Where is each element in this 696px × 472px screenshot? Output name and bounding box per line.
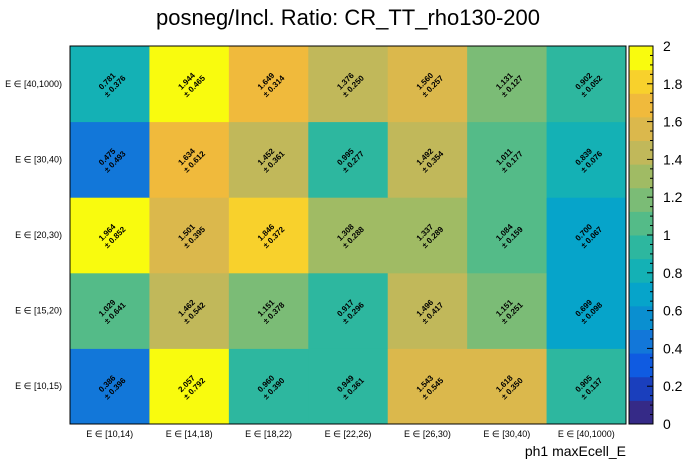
colorbar-tick-label: 0.4 (663, 340, 683, 356)
colorbar-tick-label: 1 (663, 227, 671, 243)
y-tick-label: E ∈ [20,30) (15, 230, 62, 240)
colorbar-segment (629, 235, 653, 260)
colorbar-segment (629, 353, 653, 378)
x-tick-label: E ∈ [26,30) (404, 429, 451, 439)
colorbar-segment (629, 329, 653, 354)
heatmap-cell (387, 348, 468, 425)
x-axis-title: ph1 maxEcell_E (525, 443, 626, 459)
heatmap-cell (467, 272, 548, 349)
heatmap-cell (70, 348, 150, 425)
colorbar-segment (629, 46, 653, 71)
heatmap-cell (70, 121, 150, 198)
heatmap-cell (228, 46, 309, 123)
heatmap-cell (308, 121, 389, 198)
colorbar-segment (629, 258, 653, 283)
colorbar-segment (629, 211, 653, 236)
heatmap-cell (70, 46, 150, 123)
heatmap-cell (228, 197, 309, 274)
colorbar-segment (629, 164, 653, 189)
heatmap-cell (467, 121, 548, 198)
colorbar-tick-label: 1.4 (663, 151, 683, 167)
x-tick-label: E ∈ [10,14) (86, 429, 133, 439)
colorbar-segment (629, 140, 653, 165)
x-tick-label: E ∈ [40,1000) (558, 429, 615, 439)
heatmap-cell (546, 272, 627, 349)
colorbar-tick-label: 1.6 (663, 114, 683, 130)
y-tick-label: E ∈ [40,1000) (5, 79, 62, 89)
heatmap-cell (546, 348, 627, 425)
colorbar-segment (629, 400, 653, 425)
colorbar-segment (629, 187, 653, 212)
heatmap-cell (149, 121, 230, 198)
colorbar-segment (629, 116, 653, 141)
heatmap-cell (467, 46, 548, 123)
colorbar-tick-label: 2 (663, 38, 671, 54)
color-scale: 0 0.2 0.4 0.6 0.8 1 1.2 1.4 1.6 1.8 2 (628, 38, 683, 432)
y-tick-label: E ∈ [10,15) (15, 381, 62, 391)
y-tick-label: E ∈ [30,40) (15, 154, 62, 164)
heatmap-cell (467, 197, 548, 274)
heatmap-cell (308, 348, 389, 425)
heatmap-cell (308, 46, 389, 123)
colorbar-segment (629, 93, 653, 118)
heatmap-cell (228, 272, 309, 349)
colorbar-segment (629, 69, 653, 94)
heatmap-cell (546, 197, 627, 274)
colorbar-segment (629, 282, 653, 307)
colorbar-tick-label: 0 (663, 416, 671, 432)
colorbar-tick-label: 1.2 (663, 189, 683, 205)
heatmap-cell (308, 272, 389, 349)
heatmap-cell (546, 46, 627, 123)
x-tick-label: E ∈ [14,18) (166, 429, 213, 439)
heatmap-cell (308, 197, 389, 274)
heatmap-cell (387, 46, 468, 123)
plot-frame (69, 45, 627, 425)
heatmap-cell (149, 197, 230, 274)
x-tick-label: E ∈ [18,22) (245, 429, 292, 439)
heatmap-cells: 0.386± 0.396 2.057± 0.792 0.960± 0.390 0.94… (70, 46, 627, 425)
heatmap-cell (149, 46, 230, 123)
heatmap-cell (149, 272, 230, 349)
heatmap-cell (387, 197, 468, 274)
heatmap-cell (387, 121, 468, 198)
heatmap-cell (149, 348, 230, 425)
chart-title: posneg/Incl. Ratio: CR_TT_rho130-200 (156, 5, 540, 30)
heatmap-cell (70, 197, 150, 274)
colorbar-tick-label: 0.8 (663, 265, 683, 281)
heatmap-cell (467, 348, 548, 425)
x-tick-labels: E ∈ [10,14) E ∈ [14,18) E ∈ [18,22) E ∈ [22… (86, 429, 614, 439)
heatmap-cell (70, 272, 150, 349)
x-tick-label: E ∈ [30,40) (483, 429, 530, 439)
colorbar-segment (629, 305, 653, 330)
colorbar-tick-label: 0.6 (663, 303, 683, 319)
heatmap-cell (546, 121, 627, 198)
heatmap-cell (228, 348, 309, 425)
x-tick-label: E ∈ [22,26) (325, 429, 372, 439)
heatmap-cell (387, 272, 468, 349)
heatmap-cell (228, 121, 309, 198)
y-tick-label: E ∈ [15,20) (15, 306, 62, 316)
colorbar-tick-label: 0.2 (663, 378, 683, 394)
colorbar-tick-label: 1.8 (663, 76, 683, 92)
y-tick-labels: E ∈ [10,15) E ∈ [15,20) E ∈ [20,30) E ∈ [30… (5, 79, 62, 391)
colorbar-segment (629, 376, 653, 401)
